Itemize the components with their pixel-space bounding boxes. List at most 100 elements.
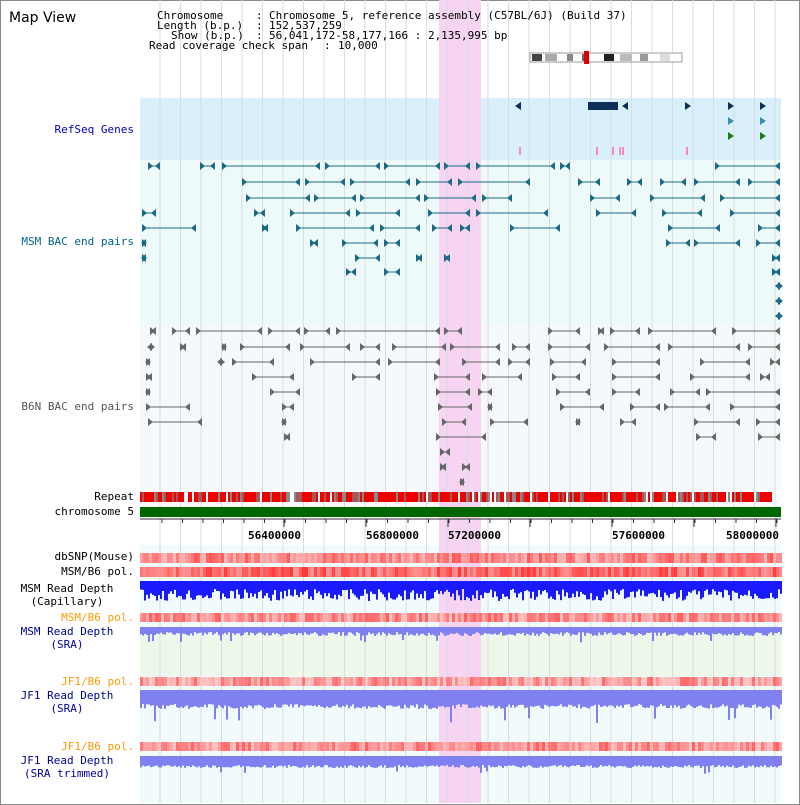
jf1-b6-pol-2-heat-cell xyxy=(470,742,473,751)
jf1-b6-pol-heat-cell xyxy=(323,677,326,686)
jf1-sra-depth-bar xyxy=(282,690,284,705)
repeat-segment xyxy=(158,492,160,502)
jf1-trim-depth-bar xyxy=(328,756,330,768)
msm-bac-end-mark xyxy=(590,194,595,202)
b6n-bac-end-mark xyxy=(461,418,466,426)
b6n-bac-end-mark xyxy=(295,327,300,335)
jf1-sra-depth-bar xyxy=(704,690,706,708)
jf1-trim-depth-bar xyxy=(734,756,736,768)
b6n-bac-end-mark xyxy=(450,343,455,351)
jf1-b6-pol-heat-cell xyxy=(266,677,269,686)
repeat-segment xyxy=(436,492,438,502)
repeat-segment xyxy=(744,492,746,502)
jf1-b6-pol-2-heat-cell xyxy=(494,742,497,751)
jf1-b6-pol-2-heat-cell xyxy=(182,742,185,751)
jf1-trim-depth-bar xyxy=(532,756,534,768)
jf1-trim-depth-bar xyxy=(688,756,690,766)
msm-bac-end-mark xyxy=(775,194,780,202)
track-label-msm-depth-cap[interactable]: MSM Read Depth xyxy=(20,582,114,595)
msm-b6-pol-heat-cell xyxy=(719,567,722,577)
jf1-b6-pol-heat-cell xyxy=(428,677,431,686)
jf1-b6-pol-2-heat-cell xyxy=(689,742,692,751)
msm-sra-depth-bar xyxy=(652,627,654,642)
repeat-segment xyxy=(232,492,234,502)
msm-cap-depth-bar xyxy=(746,581,748,596)
msm-cap-depth-bar xyxy=(574,581,576,598)
jf1-b6-pol-2-heat-cell xyxy=(590,742,593,751)
msm-b6-pol-heat-cell xyxy=(377,567,380,577)
msm-b6-pol-2-heat-cell xyxy=(542,613,545,622)
repeat-segment xyxy=(716,492,718,502)
msm-b6-pol-heat-cell xyxy=(209,567,212,577)
msm-b6-pol-heat-cell xyxy=(707,567,710,577)
msm-b6-pol-2-heat-cell xyxy=(548,613,551,622)
msm-sra-depth-bar xyxy=(686,627,688,633)
repeat-segment xyxy=(370,492,372,502)
track-label-jf1-depth-trim[interactable]: JF1 Read Depth xyxy=(20,754,114,767)
jf1-trim-depth-bar xyxy=(720,756,722,767)
jf1-sra-depth-bar xyxy=(754,690,756,705)
repeat-segment xyxy=(512,492,514,502)
msm-b6-pol-2-heat-cell xyxy=(461,613,464,622)
msm-bac-end-mark xyxy=(631,209,636,217)
msm-sra-depth-bar xyxy=(382,627,384,633)
msm-sra-depth-bar xyxy=(564,627,566,634)
jf1-sra-depth-bar xyxy=(708,690,710,709)
jf1-sra-depth-bar xyxy=(220,690,222,707)
jf1-sra-depth-bar xyxy=(178,690,180,708)
repeat-segment xyxy=(534,492,536,502)
msm-cap-depth-bar xyxy=(488,581,490,593)
repeat-segment xyxy=(504,492,506,502)
jf1-trim-depth-bar xyxy=(568,756,570,768)
jf1-sra-depth-bar xyxy=(442,690,444,706)
jf1-b6-pol-heat-cell xyxy=(167,677,170,686)
track-label-refseq[interactable]: RefSeq Genes xyxy=(54,123,134,136)
msm-bac-end-mark xyxy=(424,194,429,202)
jf1-sra-depth-bar xyxy=(718,690,720,708)
dbsnp-heat-cell xyxy=(365,553,368,563)
msm-b6-pol-2-heat-cell xyxy=(620,613,623,622)
track-label-b6n-bac[interactable]: B6N BAC end pairs xyxy=(21,400,134,413)
jf1-b6-pol-heat-cell xyxy=(185,677,188,686)
track-label-msm-depth-sra[interactable]: MSM Read Depth xyxy=(20,625,114,638)
msm-cap-depth-bar xyxy=(662,581,664,601)
msm-b6-pol-2-heat-cell xyxy=(380,613,383,622)
msm-sra-depth-bar xyxy=(296,627,298,636)
msm-b6-pol-2-heat-cell xyxy=(596,613,599,622)
track-label-msm-b6-pol-2[interactable]: MSM/B6 pol. xyxy=(61,611,134,624)
msm-b6-pol-heat-cell xyxy=(536,567,539,577)
b6n-bac-end-mark xyxy=(217,358,222,366)
msm-sra-depth-bar xyxy=(360,627,362,641)
jf1-b6-pol-2-heat-cell xyxy=(338,742,341,751)
jf1-trim-depth-bar xyxy=(600,756,602,766)
track-label-dbsnp[interactable]: dbSNP(Mouse) xyxy=(54,550,134,563)
msm-sra-depth-bar xyxy=(504,627,506,636)
dbsnp-heat-cell xyxy=(380,553,383,563)
jf1-b6-pol-2-heat-cell xyxy=(554,742,557,751)
msm-bac-end-mark xyxy=(296,224,301,232)
dbsnp-heat-cell xyxy=(503,553,506,563)
dbsnp-heat-cell xyxy=(209,553,212,563)
msm-sra-depth-bar xyxy=(720,627,722,634)
track-label-jf1-b6-pol-2[interactable]: JF1/B6 pol. xyxy=(61,740,134,753)
track-label-jf1-b6-pol[interactable]: JF1/B6 pol. xyxy=(61,675,134,688)
track-label-msm-b6-pol[interactable]: MSM/B6 pol. xyxy=(61,565,134,578)
b6n-bac-end-mark xyxy=(240,343,245,351)
dbsnp-heat-cell xyxy=(512,553,515,563)
jf1-sra-depth-bar xyxy=(712,690,714,709)
msm-b6-pol-heat-cell xyxy=(281,567,284,577)
b6n-bac-end-mark xyxy=(560,403,565,411)
track-label-jf1-depth-sra[interactable]: JF1 Read Depth xyxy=(20,689,114,702)
msm-b6-pol-heat-cell xyxy=(434,567,437,577)
msm-b6-pol-heat-cell xyxy=(317,567,320,577)
msm-b6-pol-heat-cell xyxy=(740,567,743,577)
msm-b6-pol-2-heat-cell xyxy=(143,613,146,622)
msm-b6-pol-heat-cell xyxy=(416,567,419,577)
jf1-sra-depth-bar xyxy=(676,690,678,708)
jf1-sra-depth-bar xyxy=(650,690,652,706)
msm-sra-depth-bar xyxy=(646,627,648,633)
b6n-bac-end-mark xyxy=(711,327,716,335)
track-label-msm-bac[interactable]: MSM BAC end pairs xyxy=(21,235,134,248)
track-label-repeat[interactable]: Repeat xyxy=(94,490,134,503)
